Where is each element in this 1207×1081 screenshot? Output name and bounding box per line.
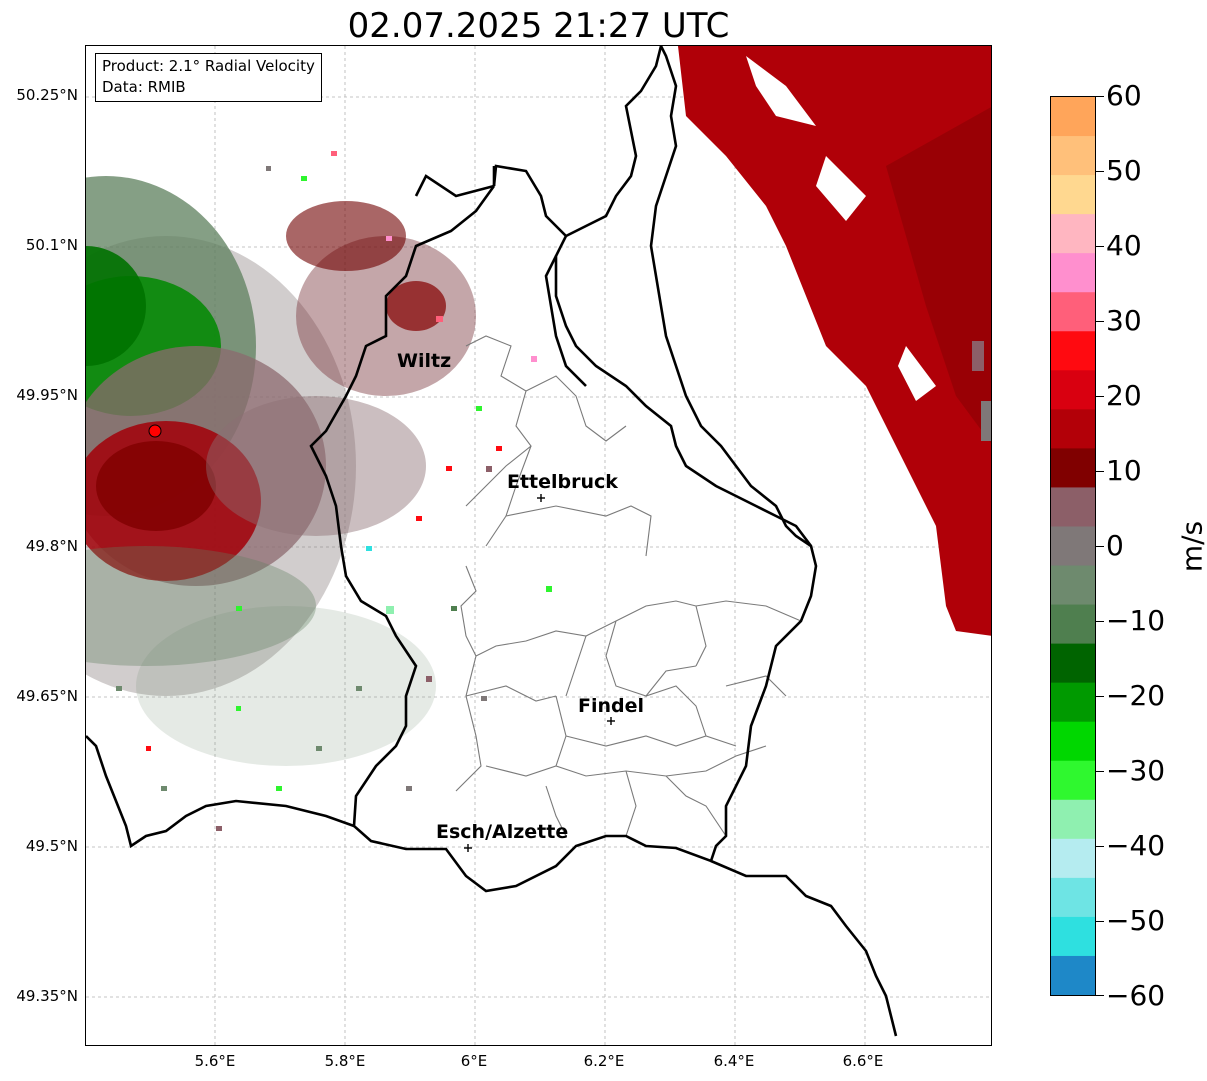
city-label-ettelbruck: Ettelbruck [507, 471, 618, 493]
colorbar-band [1051, 136, 1095, 176]
colorbar-band [1051, 643, 1095, 684]
colorbar-band [1051, 526, 1095, 567]
colorbar-band [1051, 409, 1095, 449]
colorbar-tick [1096, 396, 1104, 397]
colorbar-band [1051, 253, 1095, 293]
colorbar [1050, 96, 1096, 996]
colorbar-tick [1096, 621, 1104, 622]
colorbar-band [1051, 760, 1095, 801]
colorbar-tick [1096, 546, 1104, 547]
colorbar-tick [1096, 771, 1104, 772]
data-source-label: Data: RMIB [102, 78, 186, 96]
colorbar-band [1051, 331, 1095, 371]
radar-speckles [116, 151, 552, 831]
colorbar-tick [1096, 321, 1104, 322]
colorbar-band [1051, 955, 1095, 995]
colorbar-label: −40 [1106, 829, 1166, 862]
y-tick-label: 49.35°N [16, 987, 78, 1005]
colorbar-tick [1096, 846, 1104, 847]
colorbar-label: −50 [1106, 904, 1166, 937]
radar-echo-west [86, 176, 476, 766]
y-tick-label: 49.65°N [16, 687, 78, 705]
colorbar-label: 0 [1106, 529, 1124, 562]
colorbar-band [1051, 799, 1095, 840]
x-tick-label: 6.4°E [713, 1052, 755, 1070]
colorbar-band [1051, 877, 1095, 918]
city-markers [464, 494, 615, 852]
city-label-esch: Esch/Alzette [436, 821, 569, 843]
city-label-findel: Findel [578, 695, 645, 717]
radar-map[interactable]: Product: 2.1° Radial Velocity Data: RMIB… [85, 45, 992, 1046]
colorbar-label: 30 [1106, 304, 1142, 337]
x-tick-label: 5.8°E [324, 1052, 366, 1070]
colorbar-label: 10 [1106, 454, 1142, 487]
colorbar-tick [1096, 96, 1104, 97]
product-label: Product: 2.1° Radial Velocity [102, 57, 315, 75]
colorbar-band [1051, 487, 1095, 528]
country-border [86, 46, 898, 1037]
colorbar-unit-label: m/s [1175, 520, 1207, 573]
colorbar-band [1051, 175, 1095, 215]
y-tick-label: 49.5°N [25, 837, 78, 855]
radar-echo-east [678, 46, 991, 636]
chart-title: 02.07.2025 21:27 UTC [347, 6, 730, 46]
colorbar-band [1051, 682, 1095, 723]
y-tick-label: 49.95°N [16, 386, 78, 404]
colorbar-band [1051, 214, 1095, 254]
colorbar-band [1051, 721, 1095, 762]
colorbar-band [1051, 565, 1095, 606]
x-tick-label: 5.6°E [194, 1052, 236, 1070]
colorbar-tick [1096, 995, 1104, 996]
colorbar-label: −30 [1106, 754, 1166, 787]
colorbar-band [1051, 292, 1095, 332]
y-tick-label: 50.1°N [25, 236, 78, 254]
colorbar-label: −20 [1106, 679, 1166, 712]
colorbar-band [1051, 604, 1095, 645]
colorbar-label: 40 [1106, 229, 1142, 262]
colorbar-band [1051, 448, 1095, 489]
colorbar-band [1051, 370, 1095, 410]
y-tick-label: 50.25°N [16, 86, 78, 104]
colorbar-tick [1096, 471, 1104, 472]
colorbar-tick [1096, 921, 1104, 922]
colorbar-band [1051, 916, 1095, 957]
colorbar-tick [1096, 171, 1104, 172]
colorbar-label: 60 [1106, 79, 1142, 112]
radar-site-marker [148, 424, 162, 438]
x-tick-label: 6.2°E [583, 1052, 625, 1070]
x-tick-label: 6.6°E [842, 1052, 884, 1070]
colorbar-label: 20 [1106, 379, 1142, 412]
colorbar-label: 50 [1106, 154, 1142, 187]
colorbar-label: −60 [1106, 979, 1166, 1012]
colorbar-label: −10 [1106, 604, 1166, 637]
colorbar-gradient [1051, 97, 1095, 995]
product-info-box: Product: 2.1° Radial Velocity Data: RMIB [95, 53, 322, 102]
y-tick-label: 49.8°N [25, 537, 78, 555]
colorbar-band [1051, 838, 1095, 879]
municipal-boundaries [455, 335, 802, 837]
colorbar-band [1051, 97, 1095, 137]
colorbar-tick [1096, 696, 1104, 697]
x-tick-label: 6°E [460, 1052, 488, 1070]
city-label-wiltz: Wiltz [397, 350, 452, 372]
map-canvas [86, 46, 991, 1045]
colorbar-tick [1096, 246, 1104, 247]
